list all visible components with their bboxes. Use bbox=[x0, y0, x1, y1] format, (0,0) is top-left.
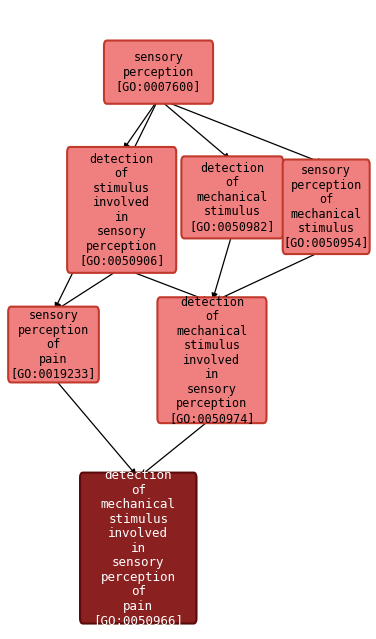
FancyBboxPatch shape bbox=[181, 157, 283, 238]
Text: sensory
perception
[GO:0007600]: sensory perception [GO:0007600] bbox=[116, 51, 201, 93]
Text: sensory
perception
of
mechanical
stimulus
[GO:0050954]: sensory perception of mechanical stimulu… bbox=[284, 164, 369, 250]
FancyBboxPatch shape bbox=[80, 473, 197, 624]
FancyBboxPatch shape bbox=[8, 307, 99, 382]
FancyBboxPatch shape bbox=[67, 147, 176, 273]
Text: detection
of
mechanical
stimulus
[GO:0050982]: detection of mechanical stimulus [GO:005… bbox=[190, 162, 275, 233]
FancyBboxPatch shape bbox=[158, 297, 267, 423]
Text: detection
of
stimulus
involved
in
sensory
perception
[GO:0050906]: detection of stimulus involved in sensor… bbox=[79, 153, 164, 267]
Text: detection
of
mechanical
stimulus
involved
in
sensory
perception
[GO:0050974]: detection of mechanical stimulus involve… bbox=[169, 296, 255, 425]
Text: sensory
perception
of
pain
[GO:0019233]: sensory perception of pain [GO:0019233] bbox=[11, 309, 96, 380]
FancyBboxPatch shape bbox=[283, 160, 370, 254]
FancyBboxPatch shape bbox=[104, 40, 213, 104]
Text: detection
of
mechanical
stimulus
involved
in
sensory
perception
of
pain
[GO:0050: detection of mechanical stimulus involve… bbox=[93, 469, 183, 627]
